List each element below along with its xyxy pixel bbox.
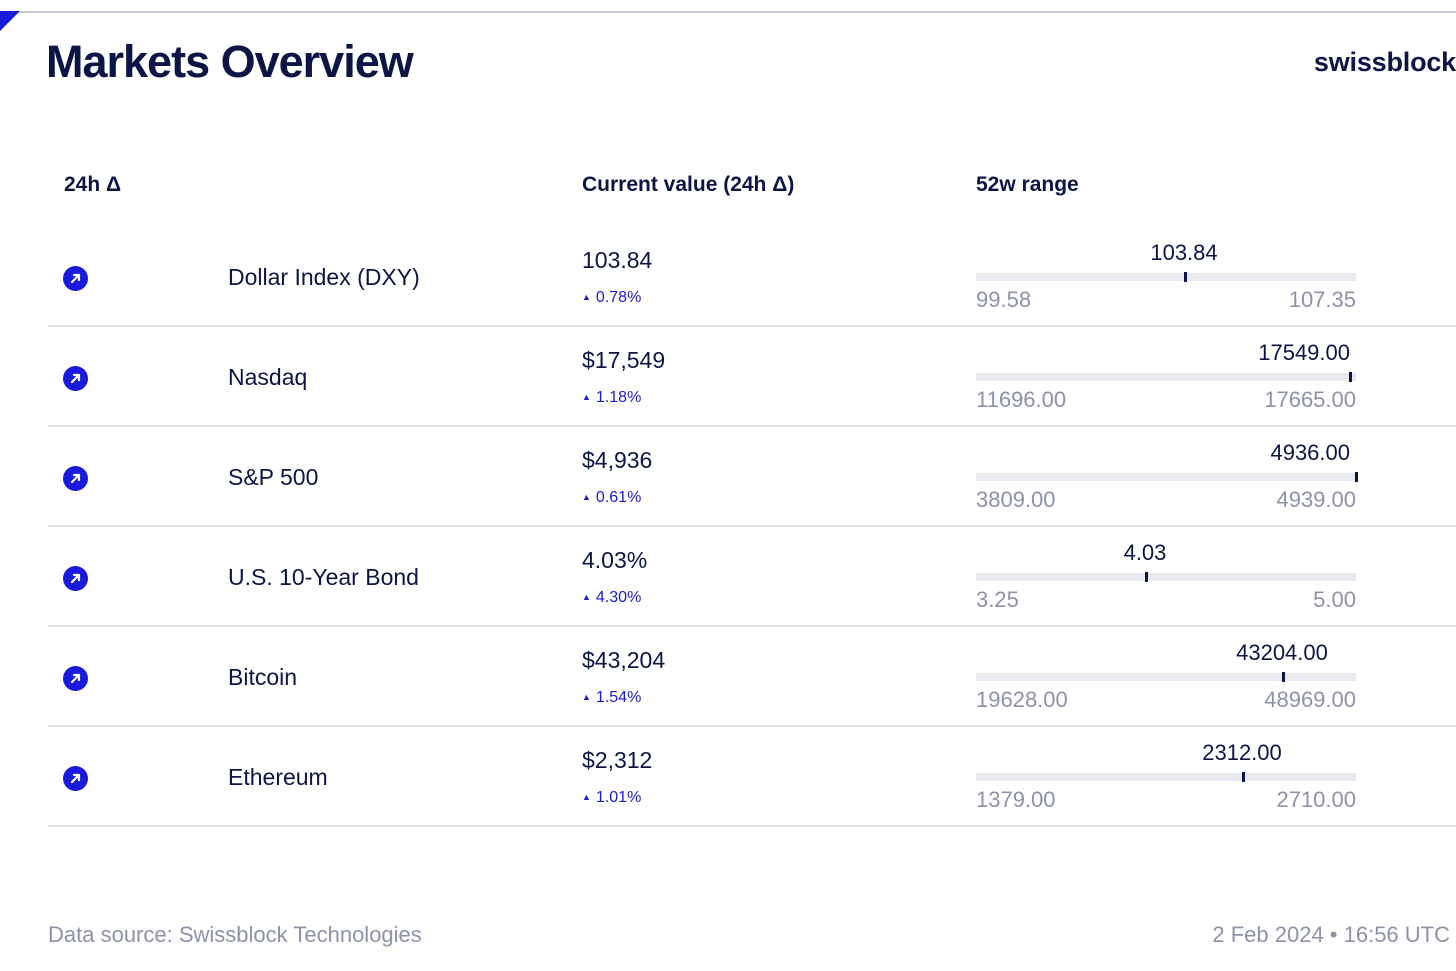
table-row[interactable]: Nasdaq $17,549 ▲ 1.18% 17549.00 11696.00 17665… [48, 327, 1456, 427]
change-value: 4.30% [595, 589, 642, 606]
table-row[interactable]: S&P 500 $4,936 ▲ 0.61% 4936.00 3809.00 4939.00 [48, 427, 1456, 527]
range-low: 19628.00 [976, 687, 1068, 712]
change-percent: ▲ 4.30% [582, 589, 641, 607]
arrow-up-right-icon[interactable] [63, 766, 88, 791]
top-rule [0, 11, 1456, 13]
range-high: 4939.00 [1276, 487, 1356, 512]
range-marker [1242, 772, 1245, 782]
row-divider [48, 625, 1456, 627]
brand-logo: swissblock [1313, 47, 1456, 77]
row-divider [48, 425, 1456, 427]
range-low: 3.25 [976, 587, 1019, 612]
current-value: $4,936 [582, 447, 653, 473]
change-value: 0.61% [595, 489, 642, 506]
column-header-change: 24h Δ [64, 173, 122, 196]
change-value: 1.54% [595, 689, 642, 706]
row-divider [48, 825, 1456, 827]
asset-name: Dollar Index (DXY) [228, 264, 420, 290]
range-high: 48969.00 [1264, 687, 1356, 712]
arrow-up-right-icon[interactable] [63, 266, 88, 291]
row-divider [48, 325, 1456, 327]
asset-name: Nasdaq [228, 364, 308, 390]
range-current-value: 17549.00 [1258, 340, 1350, 365]
data-source: Data source: Swissblock Technologies [48, 922, 422, 947]
row-divider [48, 525, 1456, 527]
range-low: 3809.00 [976, 487, 1056, 512]
range-marker [1184, 272, 1187, 282]
change-value: 1.18% [595, 389, 642, 406]
range-bar: 17549.00 11696.00 17665.00 [976, 327, 1356, 427]
table-row[interactable]: Ethereum $2,312 ▲ 1.01% 2312.00 1379.00 2710.0… [48, 727, 1456, 827]
current-value: 103.84 [582, 247, 653, 273]
range-bar: 103.84 99.58 107.35 [976, 227, 1356, 327]
column-header-current-value: Current value (24h Δ) [582, 173, 795, 196]
triangle-up-icon: ▲ [582, 492, 591, 502]
range-low: 1379.00 [976, 787, 1056, 812]
range-bar: 4.03 3.25 5.00 [976, 527, 1356, 627]
range-track [976, 273, 1356, 281]
change-value: 1.01% [595, 789, 642, 806]
change-percent: ▲ 1.54% [582, 689, 641, 707]
range-current-value: 4936.00 [1270, 440, 1350, 465]
range-track [976, 573, 1356, 581]
range-current-value: 4.03 [1123, 540, 1167, 565]
triangle-up-icon: ▲ [582, 692, 591, 702]
arrow-up-right-icon[interactable] [63, 366, 88, 391]
range-marker [1145, 572, 1148, 582]
change-percent: ▲ 0.78% [582, 289, 641, 307]
page-title: Markets Overview [46, 36, 414, 87]
change-percent: ▲ 1.01% [582, 789, 641, 807]
arrow-up-right-icon[interactable] [63, 466, 88, 491]
range-current-value: 2312.00 [1202, 740, 1282, 765]
change-percent: ▲ 1.18% [582, 389, 641, 407]
range-high: 17665.00 [1264, 387, 1356, 412]
table-row[interactable]: Bitcoin $43,204 ▲ 1.54% 43204.00 19628.00 4896… [48, 627, 1456, 727]
arrow-up-right-icon[interactable] [63, 666, 88, 691]
current-value: 4.03% [582, 547, 648, 573]
range-low: 11696.00 [976, 387, 1067, 412]
table-row[interactable]: Dollar Index (DXY) 103.84 ▲ 0.78% 103.84 99.5… [48, 227, 1456, 327]
current-value: $43,204 [582, 647, 666, 673]
current-value: $17,549 [582, 347, 666, 373]
timestamp: 2 Feb 2024 • 16:56 UTC [1212, 922, 1450, 947]
current-value: $2,312 [582, 747, 653, 773]
range-bar: 43204.00 19628.00 48969.00 [976, 627, 1356, 727]
range-marker [1282, 672, 1285, 682]
range-track [976, 673, 1356, 681]
arrow-up-right-icon[interactable] [63, 566, 88, 591]
range-track [976, 473, 1356, 481]
range-current-value: 43204.00 [1236, 640, 1328, 665]
triangle-up-icon: ▲ [582, 592, 591, 602]
column-header-52w-range: 52w range [976, 173, 1079, 196]
range-bar: 2312.00 1379.00 2710.00 [976, 727, 1356, 827]
triangle-up-icon: ▲ [582, 292, 591, 302]
range-bar: 4936.00 3809.00 4939.00 [976, 427, 1358, 527]
range-track [976, 373, 1356, 381]
change-value: 0.78% [595, 289, 642, 306]
range-high: 2710.00 [1276, 787, 1356, 812]
range-current-value: 103.84 [1150, 240, 1218, 265]
change-percent: ▲ 0.61% [582, 489, 641, 507]
range-track [976, 773, 1356, 781]
range-low: 99.58 [976, 287, 1032, 312]
triangle-up-icon: ▲ [582, 392, 591, 402]
row-divider [48, 725, 1456, 727]
range-high: 107.35 [1288, 287, 1356, 312]
table-row[interactable]: U.S. 10-Year Bond 4.03% ▲ 4.30% 4.03 3.25 5.00 [48, 527, 1456, 627]
asset-name: Ethereum [228, 764, 328, 790]
range-marker [1349, 372, 1352, 382]
asset-name: S&P 500 [228, 464, 319, 490]
asset-name: Bitcoin [228, 664, 298, 690]
range-marker [1355, 472, 1358, 482]
asset-name: U.S. 10-Year Bond [228, 564, 419, 590]
triangle-up-icon: ▲ [582, 792, 591, 802]
range-high: 5.00 [1313, 587, 1356, 612]
corner-accent [0, 11, 20, 31]
